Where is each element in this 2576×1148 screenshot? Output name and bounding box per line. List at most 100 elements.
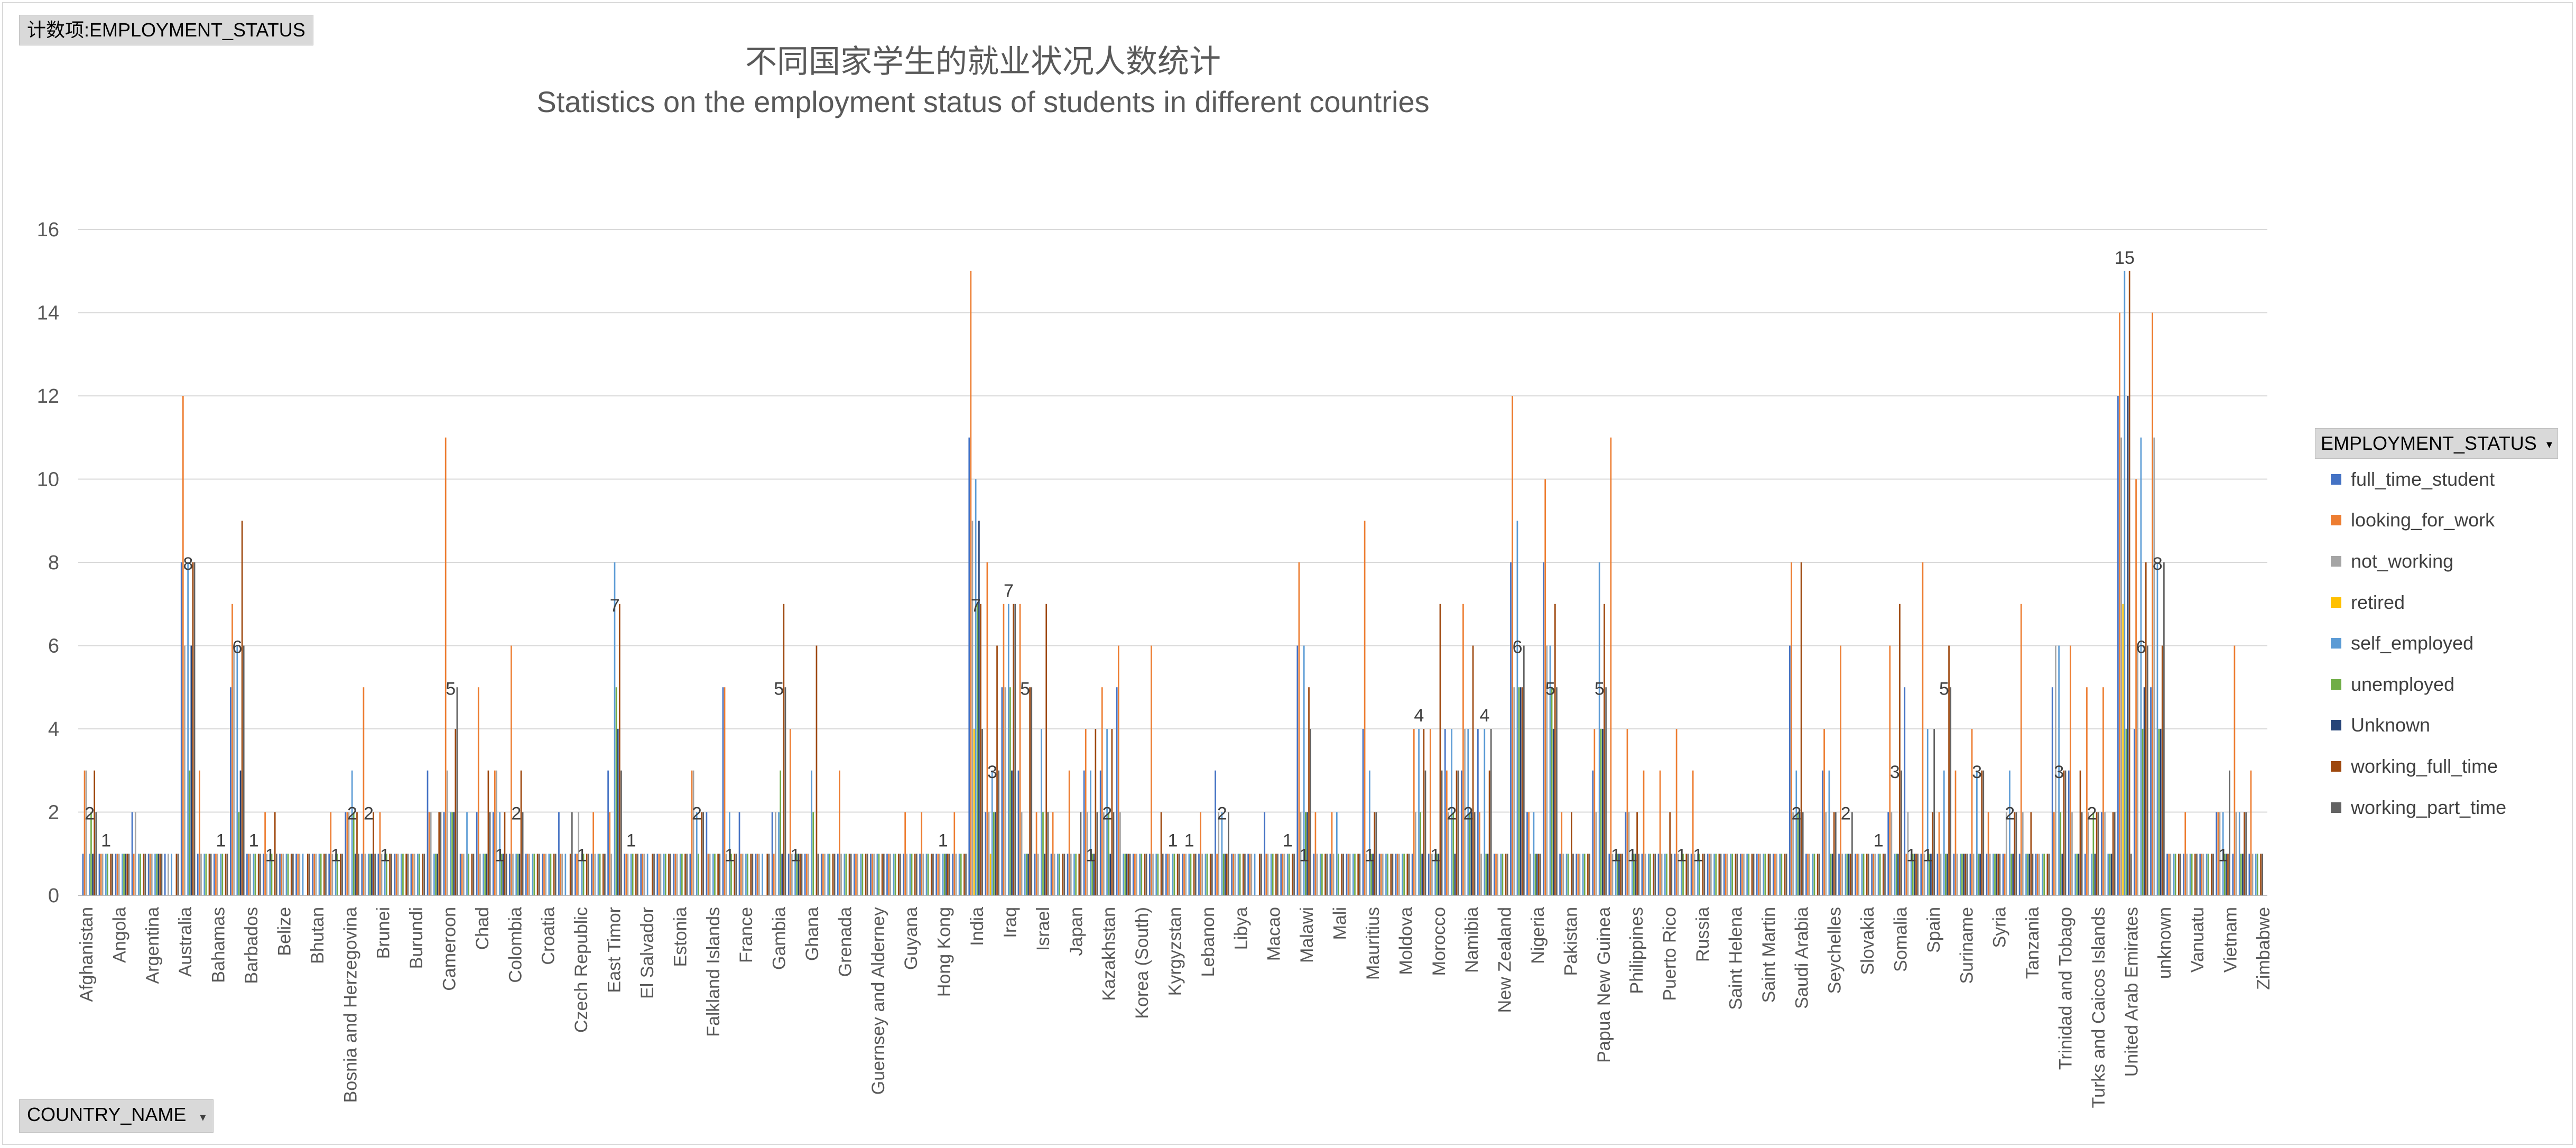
bar: [1402, 854, 1403, 895]
bar: [1165, 854, 1167, 895]
data-label: 2: [1447, 804, 1457, 824]
bar: [1247, 854, 1249, 895]
bar: [995, 812, 996, 895]
data-label: 1: [1627, 845, 1637, 865]
x-tick-label: Czech Republic: [571, 907, 591, 1033]
bar: [706, 812, 708, 895]
bar: [1521, 687, 1523, 895]
bar: [2207, 854, 2209, 895]
bar: [897, 854, 900, 895]
bar: [1576, 854, 1578, 895]
bar: [1332, 854, 1335, 895]
bar: [1862, 854, 1865, 895]
bar: [427, 770, 429, 895]
bar: [1635, 854, 1636, 895]
data-label: 1: [1906, 845, 1916, 865]
y-tick-label: 12: [37, 385, 59, 408]
bar: [367, 854, 369, 895]
legend-swatch: [2331, 597, 2341, 608]
bar: [1490, 729, 1492, 895]
x-tick-label: Syria: [1990, 907, 2010, 948]
bar: [981, 729, 983, 895]
x-tick-label: New Zealand: [1495, 907, 1515, 1013]
bar: [2146, 645, 2148, 895]
bar: [353, 812, 355, 895]
bar: [1119, 812, 1121, 895]
bar: [433, 854, 435, 895]
bar: [341, 854, 343, 895]
bar: [674, 854, 677, 895]
bar: [1178, 854, 1180, 895]
bar: [377, 854, 379, 895]
bar: [1162, 854, 1164, 895]
bar: [2005, 812, 2007, 895]
bar: [1091, 854, 1093, 895]
bar: [389, 854, 391, 895]
bar: [221, 854, 224, 895]
bar: [373, 812, 374, 895]
bar: [1513, 687, 1515, 895]
bar: [1841, 854, 1843, 895]
bar: [1126, 854, 1128, 895]
bar: [407, 854, 409, 895]
bar: [1561, 812, 1563, 895]
legend-label: full_time_student: [2351, 468, 2495, 490]
legend-filter-button[interactable]: EMPLOYMENT_STATUS ▾: [2315, 428, 2558, 459]
bar: [2255, 854, 2257, 895]
bar: [1233, 854, 1235, 895]
data-label: 3: [987, 762, 997, 782]
count-field-button[interactable]: 计数项:EMPLOYMENT_STATUS: [19, 15, 313, 45]
bar: [1653, 854, 1654, 895]
bar: [1144, 854, 1146, 895]
bar: [1928, 854, 1930, 895]
bar: [1206, 854, 1208, 895]
bar: [558, 812, 560, 895]
bar: [664, 854, 666, 895]
bar: [2102, 687, 2104, 895]
chart-title: 不同国家学生的就业状况人数统计: [745, 44, 1221, 79]
bar: [525, 854, 527, 895]
bar: [947, 854, 949, 895]
bar: [502, 854, 504, 895]
bar: [550, 854, 552, 895]
bar: [670, 854, 671, 895]
bar: [681, 854, 683, 895]
bar: [1484, 729, 1486, 895]
bar: [1551, 687, 1553, 895]
bar: [1647, 854, 1650, 895]
x-tick-label: Nigeria: [1528, 907, 1548, 964]
bar: [543, 854, 545, 895]
bar: [2199, 854, 2201, 895]
bar: [1884, 854, 1886, 895]
bar: [2127, 396, 2129, 895]
x-tick-label: Bahamas: [209, 907, 229, 983]
x-tick-label: Puerto Rico: [1660, 907, 1680, 1001]
bar: [266, 854, 268, 895]
row-field-button[interactable]: COUNTRY_NAME ▾: [19, 1099, 214, 1133]
bar: [2107, 854, 2109, 895]
data-label: 1: [495, 845, 505, 865]
bar: [2112, 812, 2114, 895]
bar: [866, 854, 868, 895]
bar: [958, 854, 960, 895]
bar: [1763, 854, 1765, 895]
bar: [1950, 687, 1952, 895]
bar: [325, 854, 327, 895]
bar: [755, 854, 757, 895]
bar: [2084, 854, 2086, 895]
bar: [1537, 854, 1540, 895]
bar: [1003, 604, 1005, 895]
bar: [384, 854, 386, 895]
dropdown-arrow-icon: ▾: [2546, 438, 2552, 451]
bar: [2070, 645, 2071, 895]
bar: [1713, 854, 1715, 895]
bar: [1385, 854, 1387, 895]
bar: [921, 812, 923, 895]
x-tick-label: Bosnia and Herzegovina: [340, 907, 360, 1103]
bar: [1216, 854, 1218, 895]
bar: [988, 812, 990, 895]
bar: [285, 854, 288, 895]
legend-item: unemployed: [2315, 664, 2558, 705]
bar: [1106, 729, 1108, 895]
bar: [371, 854, 373, 895]
